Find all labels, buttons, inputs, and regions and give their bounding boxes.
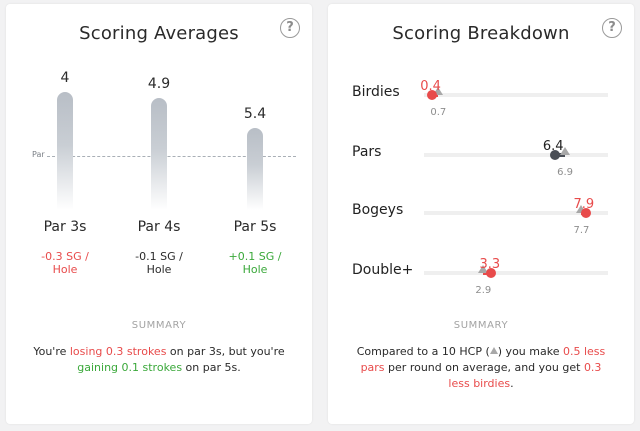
summary-heading: SUMMARY	[453, 320, 509, 331]
par5-column: 5.4 Par 5s +0.1 SG / Hole	[220, 4, 290, 304]
benchmark-triangle-icon	[433, 87, 444, 95]
summary-text: You're losing 0.3 strokes on par 3s, but…	[28, 344, 290, 376]
benchmark-triangle-icon	[478, 265, 489, 273]
breakdown-value-dot	[486, 268, 497, 278]
summary-highlight-gaining: gaining 0.1 strokes	[77, 361, 183, 374]
scoring-breakdown-title: Scoring Breakdown	[392, 23, 570, 44]
scoring-averages-card: Scoring Averages ? Par 4 Par 3s -0.3 SG …	[6, 4, 312, 424]
summary-text-part: Compared to a 10 HCP (	[356, 345, 490, 358]
help-icon[interactable]: ?	[602, 18, 622, 38]
par5-average-value: 5.4	[243, 106, 267, 122]
summary-text-part: on par 5s.	[182, 361, 241, 374]
breakdown-label: Double+	[352, 262, 414, 278]
benchmark-value: 6.9	[557, 167, 574, 178]
par4-column: 4.9 Par 4s -0.1 SG / Hole	[124, 4, 194, 304]
summary-highlight-birdies: 0.3 less birdies	[448, 361, 602, 390]
summary-highlight-pars: 0.5 less pars	[360, 345, 606, 374]
summary-text-part: ) you make	[497, 345, 563, 358]
breakdown-value: 0.4	[420, 79, 441, 94]
benchmark-value: 0.7	[430, 107, 447, 118]
breakdown-value: 7.9	[573, 197, 595, 212]
breakdown-row: Double+ 3.3 2.9	[328, 252, 634, 296]
summary-highlight-losing: losing 0.3 strokes	[69, 345, 167, 358]
summary-text-part: on par 3s, but you're	[166, 345, 285, 358]
benchmark-value: 2.9	[475, 285, 492, 296]
par4-label: Par 4s	[137, 219, 181, 235]
par3-sg: -0.3 SG / Hole	[41, 250, 89, 276]
breakdown-track: 3.3 2.9	[424, 257, 608, 296]
breakdown-track: 6.4 6.9	[424, 139, 608, 178]
breakdown-difference-bar	[554, 153, 566, 157]
breakdown-row: Pars 6.4 6.9	[328, 134, 634, 178]
par3-average-bar	[57, 92, 73, 210]
summary-heading: SUMMARY	[131, 320, 187, 331]
breakdown-label: Bogeys	[352, 202, 404, 218]
par-label: Par	[30, 150, 47, 159]
par-line	[42, 156, 296, 157]
breakdown-value: 3.3	[479, 257, 501, 272]
breakdown-label: Pars	[352, 144, 382, 160]
par4-average-value: 4.9	[147, 76, 171, 92]
par5-sg: +0.1 SG / Hole	[228, 250, 282, 276]
breakdown-value-dot	[427, 90, 438, 100]
par5-label: Par 5s	[233, 219, 277, 235]
breakdown-row: Birdies 0.4 0.7	[328, 74, 634, 118]
breakdown-value-dot	[580, 208, 591, 218]
benchmark-triangle-icon	[560, 147, 571, 155]
par3-column: 4 Par 3s -0.3 SG / Hole	[30, 4, 100, 304]
breakdown-track: 7.9 7.7	[424, 197, 608, 236]
help-icon[interactable]: ?	[280, 18, 300, 38]
benchmark-triangle-icon	[489, 347, 498, 354]
scoring-averages-title: Scoring Averages	[79, 23, 239, 44]
breakdown-row: Bogeys 7.9 7.7	[328, 192, 634, 236]
par5-average-bar	[247, 128, 263, 210]
breakdown-track: 0.4 0.7	[420, 79, 608, 118]
scoring-breakdown-card: Scoring Breakdown ? Birdies 0.4 0.7 Pars 6.4…	[328, 4, 634, 424]
par3-label: Par 3s	[43, 219, 87, 235]
breakdown-label: Birdies	[352, 84, 400, 100]
benchmark-value: 7.7	[573, 225, 590, 236]
breakdown-value: 6.4	[542, 139, 564, 154]
summary-text-part: .	[510, 377, 514, 390]
par4-sg: -0.1 SG / Hole	[135, 250, 183, 276]
summary-text-part: You're	[33, 345, 70, 358]
par4-average-bar	[151, 98, 167, 210]
par3-average-value: 4	[60, 70, 70, 86]
breakdown-value-dot	[549, 150, 560, 160]
summary-text: Compared to a 10 HCP ( ) you make 0.5 les…	[354, 344, 608, 392]
summary-text-part: per round on average, and you get	[384, 361, 584, 374]
